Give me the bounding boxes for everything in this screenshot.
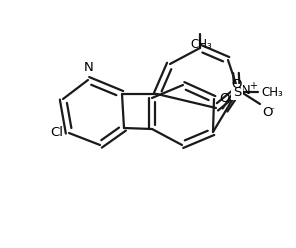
Text: O: O: [220, 92, 230, 105]
Text: +: +: [249, 81, 257, 91]
Text: N: N: [241, 84, 251, 96]
Text: ⁻: ⁻: [269, 106, 274, 116]
Text: O: O: [231, 78, 241, 91]
Text: CH₃: CH₃: [190, 38, 212, 51]
Text: S: S: [233, 86, 241, 98]
Text: Cl: Cl: [50, 126, 63, 139]
Text: N: N: [84, 61, 94, 74]
Text: O: O: [262, 106, 273, 119]
Text: CH₃: CH₃: [261, 86, 283, 98]
